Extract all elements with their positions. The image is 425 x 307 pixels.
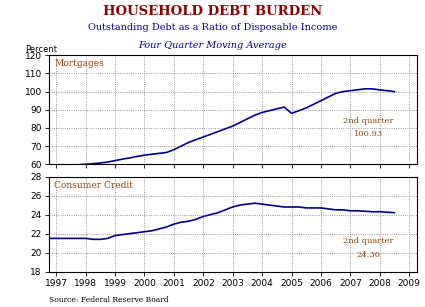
Text: Outstanding Debt as a Ratio of Disposable Income: Outstanding Debt as a Ratio of Disposabl… — [88, 23, 337, 32]
Text: 100.93: 100.93 — [354, 130, 383, 138]
Text: 24.30: 24.30 — [357, 251, 381, 258]
Text: Four Quarter Moving Average: Four Quarter Moving Average — [138, 41, 287, 49]
Text: 2nd quarter: 2nd quarter — [343, 117, 394, 125]
Text: Percent: Percent — [25, 45, 57, 54]
Text: Source: Federal Reserve Board: Source: Federal Reserve Board — [49, 296, 168, 304]
Text: 2nd quarter: 2nd quarter — [343, 237, 394, 245]
Text: HOUSEHOLD DEBT BURDEN: HOUSEHOLD DEBT BURDEN — [103, 5, 322, 17]
Text: Mortgages: Mortgages — [54, 59, 104, 68]
Text: Consumer Credit: Consumer Credit — [54, 181, 133, 190]
